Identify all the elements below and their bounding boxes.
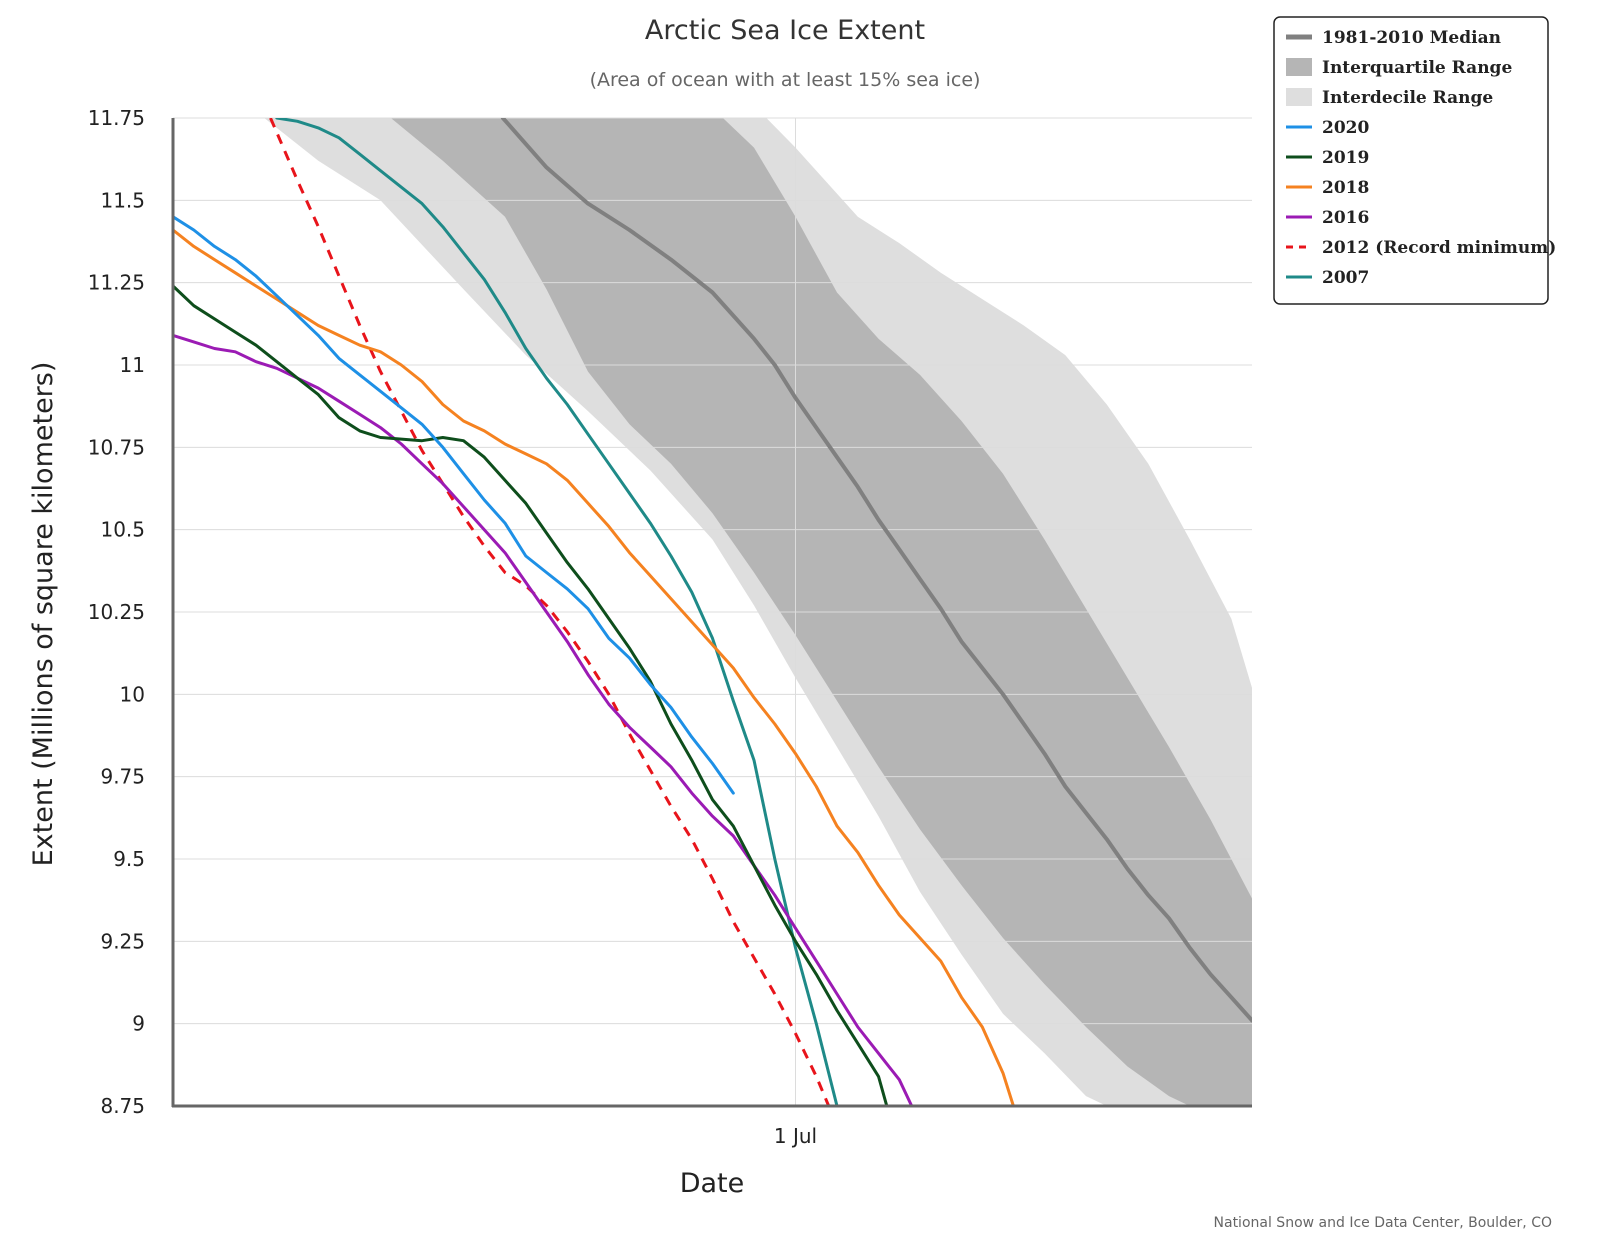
legend-item-2007: 2007: [1286, 268, 1369, 288]
y-tick-label: 10.5: [100, 518, 145, 542]
legend-swatch: [1286, 58, 1312, 76]
legend-item-2018: 2018: [1286, 178, 1369, 198]
y-tick-label: 10.25: [88, 600, 145, 624]
y-tick-label: 8.75: [100, 1094, 145, 1118]
series-line-2012-record-minimum: [269, 118, 831, 1106]
legend-item-2019: 2019: [1286, 148, 1369, 168]
y-tick-label: 10.75: [88, 435, 145, 459]
legend-item-2012-record-minimum: 2012 (Record minimum): [1286, 238, 1556, 258]
y-tick-label: 9.25: [100, 929, 145, 953]
legend-item-1981-2010-median: 1981-2010 Median: [1286, 28, 1501, 48]
series-line-2020: [173, 215, 735, 795]
legend-item-interdecile-range: Interdecile Range: [1286, 88, 1493, 108]
series-lines: [173, 118, 1252, 1106]
legend-item-interquartile-range: Interquartile Range: [1286, 58, 1512, 78]
axes: [171, 118, 1252, 1108]
x-tick-label: 1 Jul: [774, 1124, 817, 1148]
y-tick-label: 11.25: [88, 271, 145, 295]
chart-title: Arctic Sea Ice Extent: [645, 15, 925, 46]
y-tick-label: 9.75: [100, 765, 145, 789]
legend-label: 2007: [1322, 268, 1369, 288]
y-tick-label: 9: [132, 1012, 145, 1036]
legend-swatch: [1286, 88, 1312, 106]
series-line-1981-2010-median: [500, 118, 1252, 1023]
legend-label: 2020: [1322, 118, 1369, 138]
legend-label: 2016: [1322, 208, 1369, 228]
legend-box: [1273, 16, 1549, 305]
legend-label: 2019: [1322, 148, 1369, 168]
y-tick-label: 11.75: [88, 106, 145, 130]
legend-label: 2018: [1322, 178, 1369, 198]
legend-label: 1981-2010 Median: [1322, 28, 1501, 48]
series-line-2007: [275, 118, 839, 1106]
y-tick-label: 11.5: [100, 188, 145, 212]
chart-subtitle: (Area of ocean with at least 15% sea ice…: [590, 69, 981, 91]
x-axis-title: Date: [680, 1168, 745, 1199]
y-tick-label: 10: [120, 682, 145, 706]
gridlines: [173, 117, 1252, 1106]
legend-label: Interdecile Range: [1322, 88, 1493, 108]
y-tick-label: 11: [120, 353, 145, 377]
series-line-2018: [173, 228, 1015, 1106]
legend-item-2016: 2016: [1286, 208, 1369, 228]
credit-text: National Snow and Ice Data Center, Bould…: [1214, 1215, 1552, 1231]
series-line-2019: [173, 284, 889, 1106]
legend-label: 2012 (Record minimum): [1322, 238, 1556, 258]
tick-labels: 11.75 11.5 11.25 11 10.75 10.5 10.25 10 9.75 9.5 9…: [88, 106, 817, 1148]
y-axis-title: Extent (Millions of square kilometers): [28, 362, 59, 867]
legend-item-2020: 2020: [1286, 118, 1369, 138]
legend: 1981-2010 Median Interquartile Range Inter…: [1273, 16, 1556, 305]
y-tick-label: 9.5: [113, 847, 145, 871]
legend-label: Interquartile Range: [1322, 58, 1512, 78]
